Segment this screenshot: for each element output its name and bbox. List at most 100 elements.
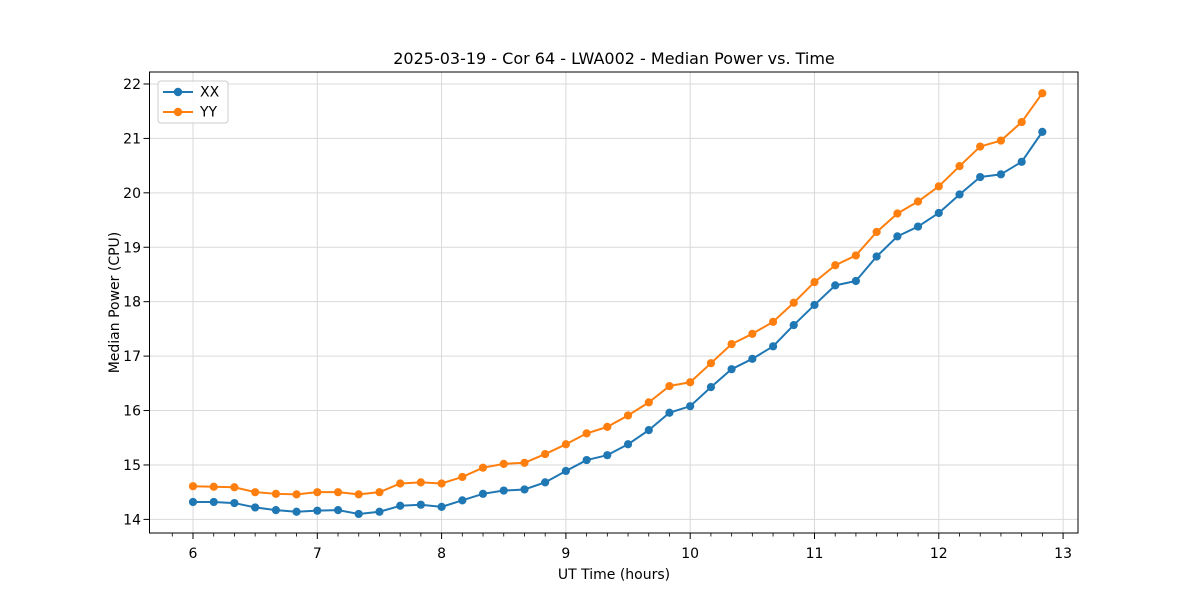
point-yy [458, 472, 467, 482]
point-yy [541, 449, 550, 459]
point-xx [996, 170, 1006, 179]
point-yy [499, 459, 508, 468]
legend-marker-yy [173, 107, 183, 117]
point-yy [976, 142, 985, 151]
plot-area [149, 72, 1078, 533]
point-yy [1017, 117, 1026, 127]
y-tick-label: 18 [123, 295, 141, 311]
x-tick-label: 6 [189, 546, 198, 562]
point-yy [748, 329, 757, 338]
point-xx [686, 402, 695, 411]
point-xx [292, 507, 301, 516]
x-tick-label: 9 [561, 546, 570, 562]
point-xx [789, 320, 798, 330]
x-tick-label: 10 [681, 546, 699, 562]
point-xx [665, 408, 674, 417]
point-xx [499, 486, 508, 495]
point-yy [561, 440, 570, 449]
point-xx [1017, 157, 1026, 166]
legend-label-yy: YY [199, 105, 218, 121]
point-yy [582, 429, 591, 438]
y-tick-label: 22 [123, 77, 141, 93]
x-tick-label: 7 [313, 546, 322, 562]
point-yy [375, 488, 384, 497]
point-yy [789, 298, 798, 307]
point-xx [313, 506, 322, 515]
point-xx [603, 451, 612, 460]
series-layer [188, 89, 1047, 519]
y-axis-label: Median Power (CPU) [107, 232, 123, 374]
point-yy [996, 136, 1006, 145]
point-yy [913, 197, 923, 206]
point-xx [623, 440, 633, 449]
x-tick-label: 13 [1054, 546, 1072, 562]
point-yy [333, 488, 343, 497]
point-xx [1038, 127, 1047, 136]
point-yy [271, 489, 281, 498]
legend-label-xx: XX [200, 85, 220, 101]
point-yy [437, 479, 446, 488]
legend-marker-xx [173, 87, 183, 97]
point-xx [810, 300, 819, 310]
point-yy [644, 398, 653, 407]
point-yy [934, 182, 943, 191]
point-xx [851, 276, 860, 286]
point-xx [768, 342, 778, 351]
point-xx [251, 503, 260, 512]
axes-spines [149, 71, 1079, 534]
point-xx [934, 208, 943, 218]
tick-layer: 6 7 8 9 10 11 12 13 14 15 16 17 18 19 20 21 22 [123, 77, 1072, 562]
point-yy [396, 479, 405, 488]
point-yy [810, 277, 819, 287]
point-xx [644, 426, 653, 435]
point-yy [623, 411, 633, 420]
y-tick-label: 20 [123, 186, 141, 202]
point-xx [188, 497, 198, 507]
point-yy [209, 482, 218, 491]
point-xx [209, 497, 218, 507]
point-yy [872, 227, 881, 237]
y-tick-label: 19 [123, 240, 141, 256]
grid-layer [149, 72, 1078, 533]
point-yy [354, 490, 363, 499]
y-tick-label: 15 [123, 458, 141, 474]
point-xx [748, 354, 757, 363]
point-xx [561, 466, 570, 476]
point-yy [727, 340, 736, 349]
point-yy [686, 378, 695, 387]
point-xx [271, 506, 281, 515]
point-xx [582, 455, 591, 465]
point-yy [478, 463, 488, 472]
y-tick-label: 17 [123, 349, 141, 365]
point-xx [333, 506, 343, 515]
point-yy [1038, 89, 1047, 98]
point-yy [831, 261, 840, 270]
point-yy [768, 317, 778, 326]
point-xx [416, 500, 425, 509]
y-tick-label: 16 [123, 404, 141, 420]
point-yy [893, 209, 902, 218]
point-xx [913, 222, 923, 231]
point-xx [706, 383, 716, 392]
point-yy [251, 488, 260, 497]
legend: XX YY [157, 80, 229, 124]
point-yy [313, 488, 322, 497]
point-xx [375, 507, 384, 516]
x-tick-label: 12 [930, 546, 948, 562]
point-xx [872, 252, 881, 261]
point-xx [893, 232, 902, 241]
point-yy [520, 458, 529, 467]
point-xx [478, 489, 488, 498]
point-yy [188, 482, 198, 491]
point-xx [396, 501, 405, 510]
point-yy [416, 478, 425, 487]
point-xx [541, 478, 550, 487]
point-yy [851, 251, 860, 260]
point-yy [665, 381, 674, 391]
point-yy [955, 162, 964, 171]
point-yy [292, 490, 301, 499]
y-tick-label: 14 [123, 512, 141, 528]
x-tick-label: 11 [806, 546, 824, 562]
